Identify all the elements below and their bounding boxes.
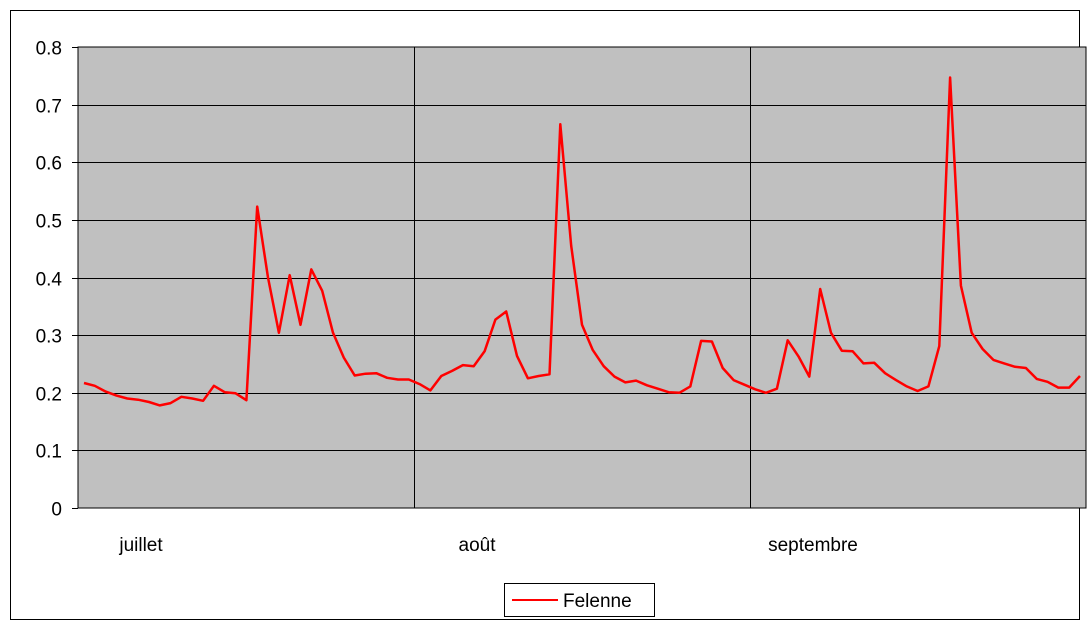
y-tick-label: 0.3	[36, 327, 62, 348]
x-tick-label: août	[459, 535, 497, 556]
y-tick-label: 0.6	[36, 154, 62, 175]
plot-area	[77, 46, 1087, 509]
y-axis: 0 0.1 0.2 0.3 0.4 0.5 0.6 0.7 0.8	[36, 39, 78, 521]
series-group	[83, 76, 1081, 407]
x-tick-label: juillet	[118, 535, 163, 556]
category-dividers	[414, 47, 751, 508]
legend: Felenne	[504, 583, 655, 617]
y-tick-label: 0.7	[36, 97, 62, 118]
y-tick-label: 0.4	[36, 270, 63, 291]
y-tick-label: 0	[51, 500, 62, 521]
y-tick-label: 0.5	[36, 212, 62, 233]
x-tick-label: septembre	[768, 535, 858, 556]
series-line-felenne	[83, 76, 1081, 407]
y-tick-label: 0.1	[36, 442, 62, 463]
legend-label: Felenne	[563, 591, 632, 612]
legend-box	[504, 583, 655, 617]
y-tick-label: 0.8	[36, 39, 62, 60]
x-axis: juillet août septembre	[118, 535, 858, 556]
y-tick-label: 0.2	[36, 385, 62, 406]
